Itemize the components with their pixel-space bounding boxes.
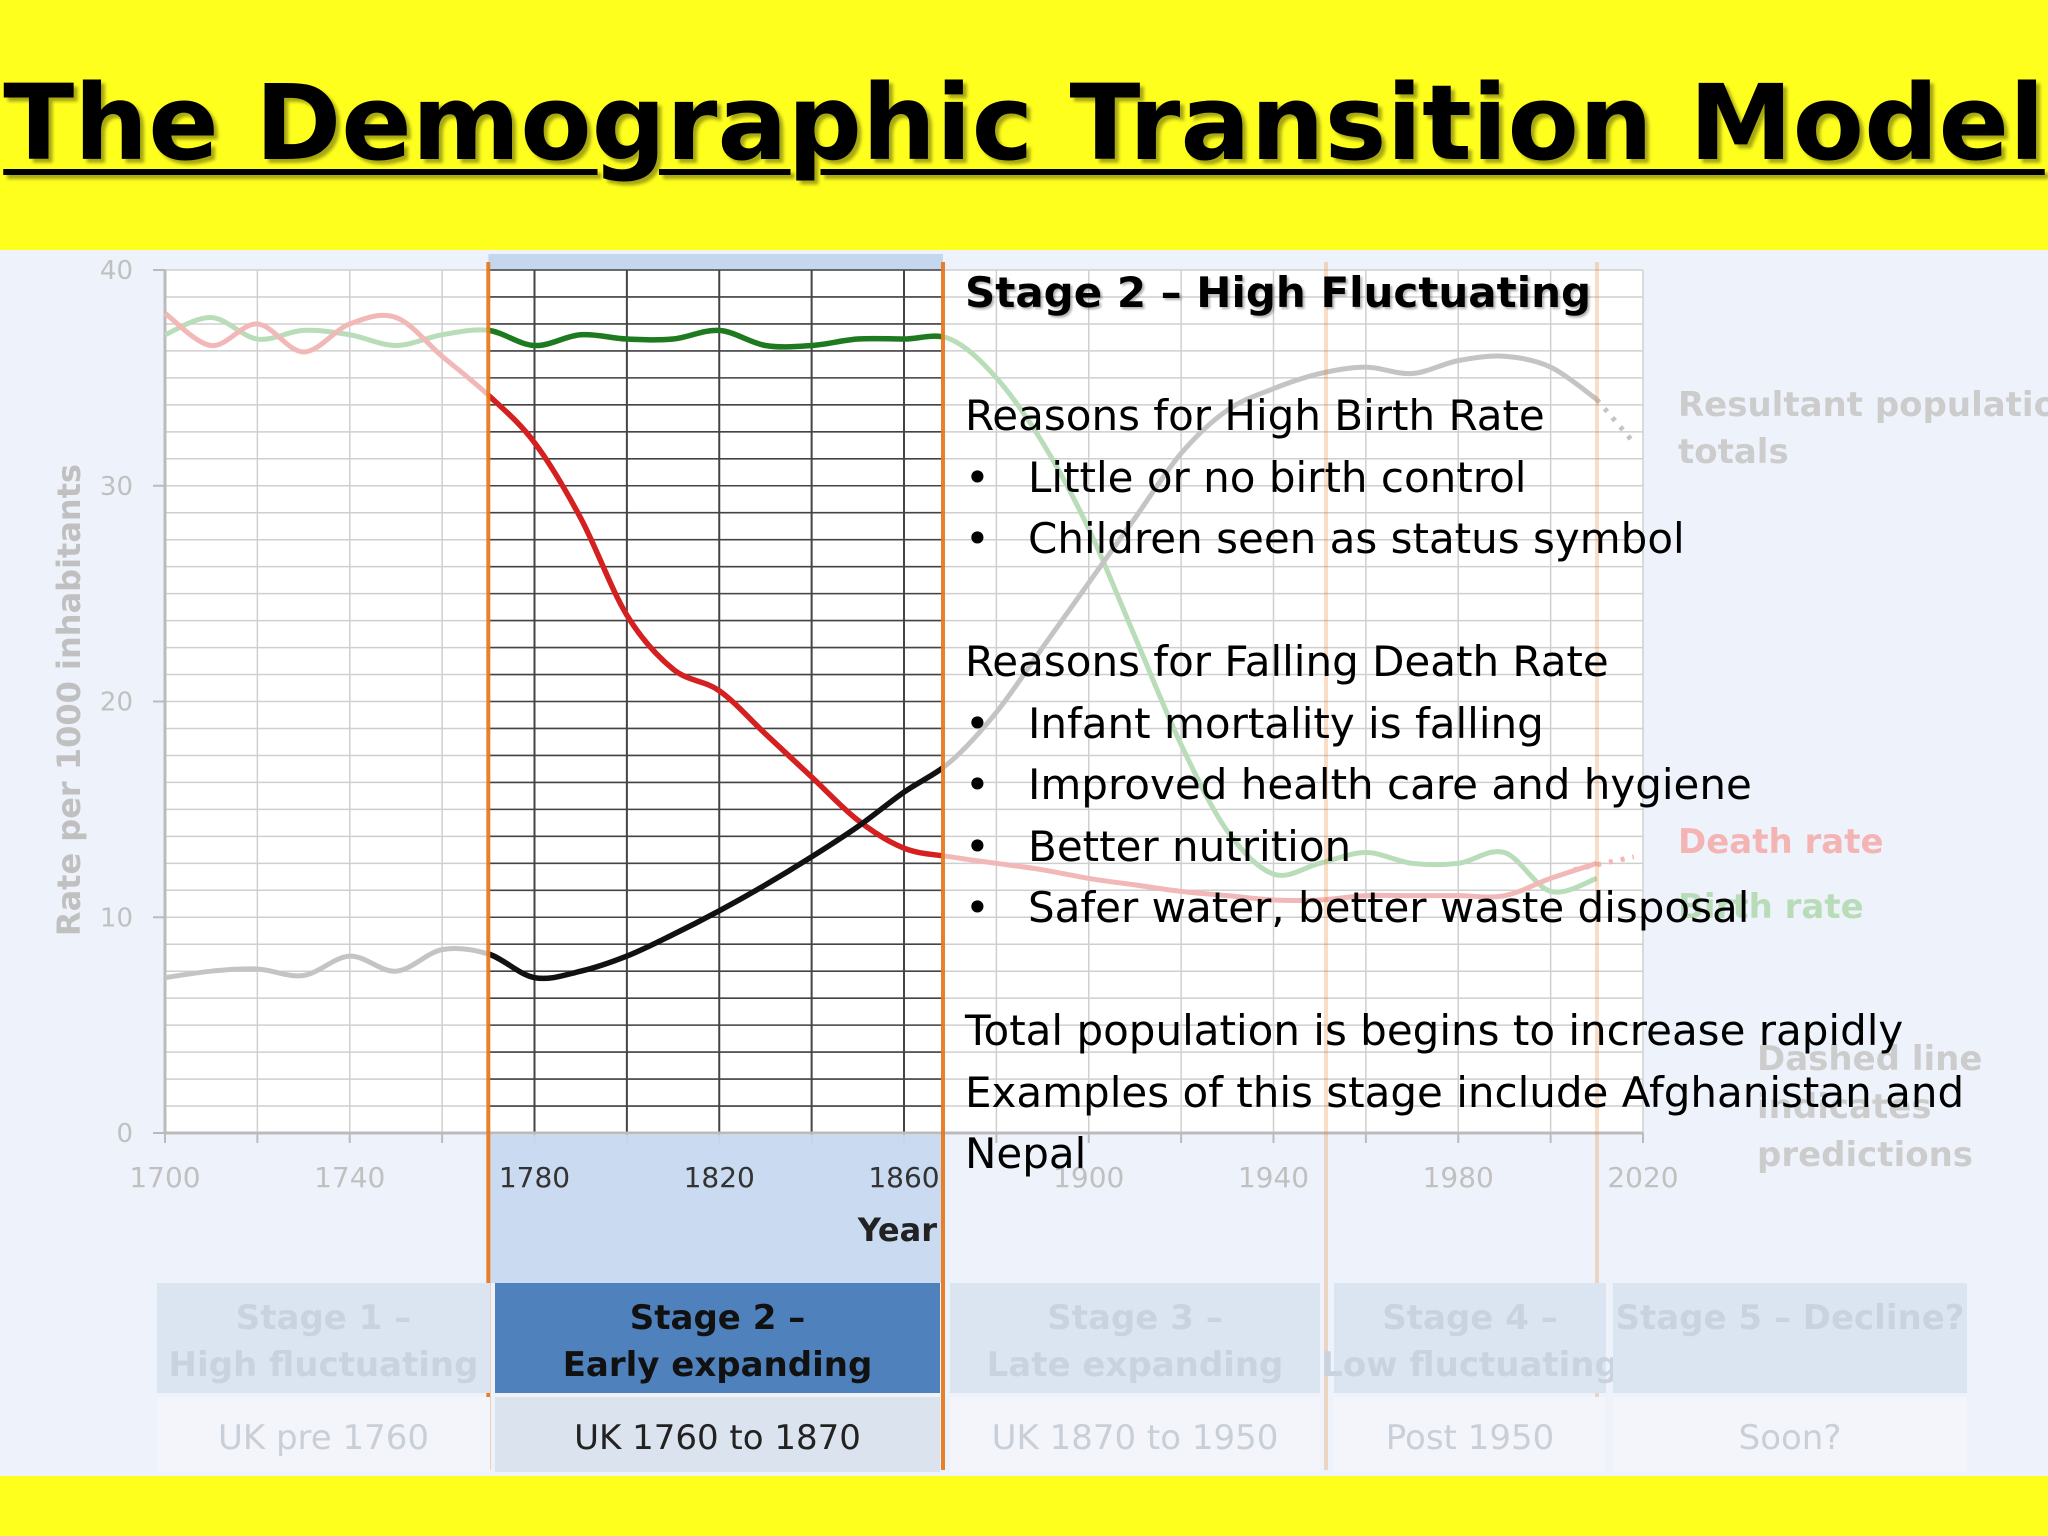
stage-period: Soon?: [1739, 1418, 1842, 1458]
y-tick-label: 10: [100, 903, 133, 933]
series-line: [488, 764, 943, 982]
x-tick-label: 1860: [868, 1161, 939, 1194]
death-reasons-heading: Reasons for Falling Death Rate: [965, 637, 1609, 686]
y-tick-label: 0: [116, 1119, 133, 1149]
stage-name: Stage 2 – Early expanding: [563, 1298, 873, 1385]
y-axis-label: Rate per 1000 inhabitants: [50, 464, 88, 936]
x-tick-label: 1820: [684, 1161, 755, 1194]
death-reason-item: Safer water, better waste disposal: [965, 877, 1965, 939]
highlight-band: [488, 1135, 943, 1283]
stage-period: Post 1950: [1386, 1418, 1554, 1458]
stage-heading: Stage 2 – High Fluctuating: [965, 268, 1592, 317]
stage-name: Stage 5 – Decline?: [1616, 1298, 1965, 1338]
stage-period: UK pre 1760: [218, 1418, 429, 1458]
death-reason-item: Better nutrition: [965, 816, 1965, 878]
x-tick-label: 1700: [129, 1161, 200, 1194]
stage-header-cell: [1334, 1283, 1606, 1393]
birth-reason-item: Children seen as status symbol: [965, 508, 1965, 570]
death-reason-item: Infant mortality is falling: [965, 693, 1965, 755]
stage-description: Stage 2 – High Fluctuating Reasons for H…: [965, 262, 1965, 1185]
page-title: The Demographic Transition Model: [3, 62, 2045, 184]
x-tick-label: 1780: [499, 1161, 570, 1194]
stage-period: UK 1760 to 1870: [574, 1418, 861, 1458]
examples-note: Examples of this stage include Afghanist…: [965, 1067, 1965, 1179]
birth-reason-item: Little or no birth control: [965, 447, 1965, 509]
stage-period-cell: [950, 1397, 1320, 1472]
prediction-note: Dashed line indicates predictions: [1757, 1039, 1982, 1175]
x-tick-label: 1940: [1238, 1161, 1309, 1194]
stage-period-cell: [495, 1397, 940, 1472]
y-tick-label: 20: [100, 688, 133, 718]
x-tick-label: 1900: [1053, 1161, 1124, 1194]
stage-table: Stage 1 – High fluctuating UK pre 1760 Stag…: [157, 1283, 1967, 1472]
highlight-top: [488, 254, 943, 270]
stage-name: Stage 3 – Late expanding: [987, 1298, 1284, 1385]
x-tick-label: 2020: [1607, 1161, 1678, 1194]
highlight-grid: [488, 269, 943, 1134]
stage-header-cell: [950, 1283, 1320, 1393]
stage-header-cell: [495, 1283, 940, 1393]
x-axis-label: Year: [857, 1211, 938, 1249]
stage-period-cell: [1613, 1397, 1967, 1472]
stage-period-cell: [157, 1397, 490, 1472]
stage-header-cell: [1613, 1283, 1967, 1393]
y-tick-label: 40: [100, 256, 133, 286]
x-tick-label: 1740: [314, 1161, 385, 1194]
death-reason-item: Improved health care and hygiene: [965, 754, 1965, 816]
y-tick-label: 30: [100, 472, 133, 502]
stage-period: UK 1870 to 1950: [992, 1418, 1279, 1458]
stage-name: Stage 4 – Low fluctuating: [1321, 1298, 1619, 1385]
population-note: Total population is begins to increase r…: [965, 1006, 1904, 1055]
stage-period-cell: [1334, 1397, 1606, 1472]
stage-header-cell: [157, 1283, 490, 1393]
x-tick-label: 1980: [1423, 1161, 1494, 1194]
stage-name: Stage 1 – High fluctuating: [169, 1298, 479, 1385]
series-line: [488, 327, 943, 350]
birth-reasons-heading: Reasons for High Birth Rate: [965, 391, 1545, 440]
